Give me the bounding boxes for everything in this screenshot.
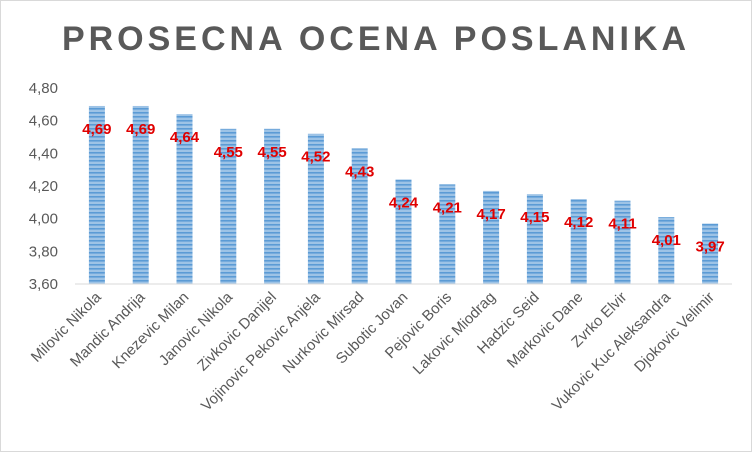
bar xyxy=(264,128,281,284)
data-labels: 4,69 4,69 4,64 4,55 4,55 4,52 4,43 4,24 4,21 4,17… xyxy=(82,121,724,256)
y-tick-label: 3,60 xyxy=(29,276,58,293)
bar xyxy=(307,133,324,284)
data-label: 4,69 xyxy=(126,121,155,138)
data-label: 4,12 xyxy=(564,214,593,231)
data-label: 4,21 xyxy=(433,199,462,216)
bar xyxy=(395,179,412,284)
chart-title: PROSECNA OCENA POSLANIKA xyxy=(61,20,691,58)
bar xyxy=(483,190,500,284)
data-label: 4,11 xyxy=(608,216,636,233)
y-axis-ticks: 3,60 3,80 4,00 4,20 4,40 4,60 4,80 xyxy=(29,80,58,293)
data-label: 4,15 xyxy=(520,209,549,226)
data-label: 4,43 xyxy=(345,163,374,180)
bar xyxy=(526,194,543,284)
data-label: 4,52 xyxy=(301,149,330,166)
category-label: Mandic Andrija xyxy=(67,288,149,370)
bar xyxy=(88,105,105,284)
data-label: 4,64 xyxy=(170,129,200,146)
bar xyxy=(132,105,149,284)
bar xyxy=(702,223,719,284)
category-label: Markovic Dane xyxy=(504,289,587,372)
bar xyxy=(570,199,587,284)
y-tick-label: 4,20 xyxy=(29,178,58,195)
y-tick-label: 4,80 xyxy=(29,80,58,97)
bar xyxy=(351,148,368,284)
data-label: 3,97 xyxy=(695,239,724,256)
bar xyxy=(439,184,456,284)
y-tick-label: 4,60 xyxy=(29,113,58,130)
category-label: Knezevic Milan xyxy=(109,289,192,372)
bar xyxy=(176,114,193,284)
bar xyxy=(220,128,237,284)
data-label: 4,17 xyxy=(476,206,505,223)
y-tick-label: 4,00 xyxy=(29,211,58,228)
data-label: 4,69 xyxy=(82,121,111,138)
bars xyxy=(88,105,719,284)
data-label: 4,55 xyxy=(257,144,286,161)
data-label: 4,55 xyxy=(214,144,243,161)
category-label: Djokovic Velimir xyxy=(631,289,718,376)
category-label: Zivkovic Danijel xyxy=(194,289,280,375)
data-label: 4,24 xyxy=(389,194,419,211)
y-tick-label: 4,40 xyxy=(29,145,58,162)
bar xyxy=(614,200,631,284)
y-tick-label: 3,80 xyxy=(29,243,58,260)
data-label: 4,01 xyxy=(652,232,681,249)
bar xyxy=(658,217,675,284)
